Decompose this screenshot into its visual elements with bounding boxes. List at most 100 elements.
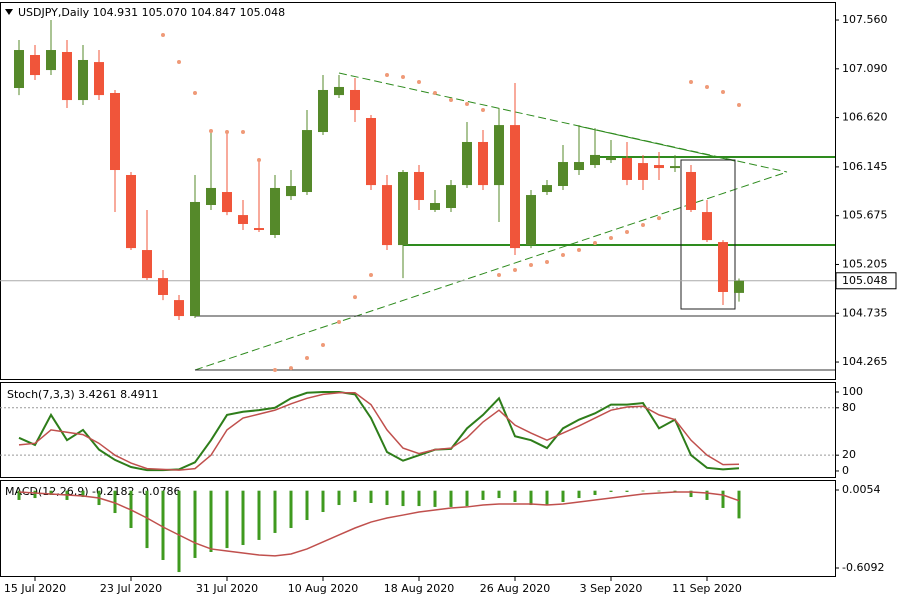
candle-body bbox=[382, 185, 392, 246]
sar-dot bbox=[561, 253, 565, 258]
y-tick-label: 104.265 bbox=[842, 355, 888, 368]
trendline bbox=[577, 125, 736, 162]
sar-dot bbox=[545, 259, 549, 264]
candle-body bbox=[574, 162, 584, 171]
macd-bar bbox=[577, 490, 581, 499]
candle-body bbox=[30, 55, 40, 76]
macd-bar bbox=[721, 490, 725, 508]
macd-title: MACD(12,26,9) -0.2182 -0.0786 bbox=[5, 485, 180, 498]
candle-body bbox=[670, 166, 680, 169]
candle-body bbox=[14, 50, 24, 89]
macd-bar bbox=[209, 490, 213, 552]
macd-bar bbox=[337, 490, 341, 506]
candle-body bbox=[238, 215, 248, 224]
macd-bar bbox=[305, 490, 309, 521]
candle-body bbox=[286, 185, 296, 197]
y-tick-label: 0.0054 bbox=[842, 483, 881, 496]
macd-bar bbox=[49, 490, 53, 496]
sar-dot bbox=[465, 101, 469, 106]
y-tick-label: 104.735 bbox=[842, 306, 888, 319]
y-tick-label: 0 bbox=[842, 464, 849, 477]
macd-bar bbox=[481, 490, 485, 500]
candle-body bbox=[638, 163, 648, 180]
stoch-line bbox=[18, 391, 740, 472]
x-tick-label: 15 Jul 2020 bbox=[4, 582, 66, 595]
frames bbox=[0, 2, 836, 577]
sar-dot bbox=[577, 248, 581, 253]
box bbox=[680, 159, 736, 310]
macd-bar bbox=[161, 490, 165, 560]
trendline bbox=[338, 72, 788, 173]
macd-bar bbox=[369, 490, 373, 503]
macd-bar bbox=[449, 490, 453, 507]
sar-dot bbox=[257, 158, 261, 163]
y-tick-label: 105.205 bbox=[842, 257, 888, 270]
sar-dot bbox=[321, 343, 325, 348]
candle-body bbox=[158, 278, 168, 295]
sar-dot bbox=[337, 319, 341, 324]
y-tick-label: 106.620 bbox=[842, 111, 888, 124]
macd-bar bbox=[641, 490, 645, 492]
candle-body bbox=[222, 192, 232, 213]
candle-body bbox=[414, 171, 424, 201]
candle-body bbox=[462, 141, 472, 186]
sar-dot bbox=[241, 130, 245, 135]
x-tick-label: 11 Sep 2020 bbox=[672, 582, 742, 595]
macd-bar bbox=[593, 490, 597, 496]
y-tick-label: -0.6092 bbox=[842, 561, 884, 574]
candle-body bbox=[398, 171, 408, 246]
macd-bar bbox=[401, 490, 405, 507]
sar-dot bbox=[401, 75, 405, 80]
macd-bar bbox=[625, 490, 629, 492]
candle-body bbox=[654, 165, 664, 169]
y-tick-label: 106.145 bbox=[842, 160, 888, 173]
main-frame bbox=[0, 2, 836, 380]
x-tick-label: 3 Sep 2020 bbox=[580, 582, 643, 595]
macd-bar bbox=[241, 490, 245, 546]
sar-dot bbox=[737, 103, 741, 108]
candle-body bbox=[366, 118, 376, 186]
candle-body bbox=[494, 125, 504, 186]
macd-bar bbox=[465, 490, 469, 507]
macd-bar bbox=[657, 490, 661, 492]
macd-bar bbox=[561, 490, 565, 502]
candle-body bbox=[702, 212, 712, 241]
sar-dot bbox=[209, 128, 213, 133]
sar-dot bbox=[417, 79, 421, 84]
menu-arrow bbox=[5, 9, 13, 15]
stoch-title: Stoch(7,3,3) 3.4261 8.4911 bbox=[7, 388, 159, 401]
candle-body bbox=[526, 195, 536, 246]
macd-frame bbox=[0, 480, 836, 577]
x-tick-label: 18 Aug 2020 bbox=[384, 582, 454, 595]
candle-body bbox=[606, 157, 616, 161]
x-tick-label: 26 Aug 2020 bbox=[480, 582, 550, 595]
sar-dot bbox=[161, 32, 165, 37]
macd-bar bbox=[385, 490, 389, 506]
y-tick-label: 105.675 bbox=[842, 209, 888, 222]
macd-bar bbox=[705, 490, 709, 500]
sar-dot bbox=[705, 84, 709, 89]
sar-dot bbox=[193, 90, 197, 95]
sar-dot bbox=[449, 98, 453, 103]
macd-bar bbox=[737, 490, 741, 519]
candle-body bbox=[510, 125, 520, 249]
sar-dot bbox=[609, 236, 613, 241]
candle-body bbox=[254, 228, 264, 231]
candle-body bbox=[62, 51, 72, 101]
y-tick-label: 107.090 bbox=[842, 62, 888, 75]
candle-body bbox=[46, 50, 56, 71]
candle-body bbox=[622, 157, 632, 180]
candle-body bbox=[190, 201, 200, 317]
macd-bar bbox=[225, 490, 229, 549]
sar-dot bbox=[625, 229, 629, 234]
macd-bar bbox=[145, 490, 149, 549]
stoch-line bbox=[18, 392, 740, 471]
signal-line bbox=[18, 491, 740, 557]
sar-dot bbox=[305, 355, 309, 360]
x-tick-label: 23 Jul 2020 bbox=[100, 582, 162, 595]
candle-body bbox=[558, 162, 568, 186]
candle-body bbox=[302, 130, 312, 193]
macd-bar bbox=[545, 490, 549, 506]
